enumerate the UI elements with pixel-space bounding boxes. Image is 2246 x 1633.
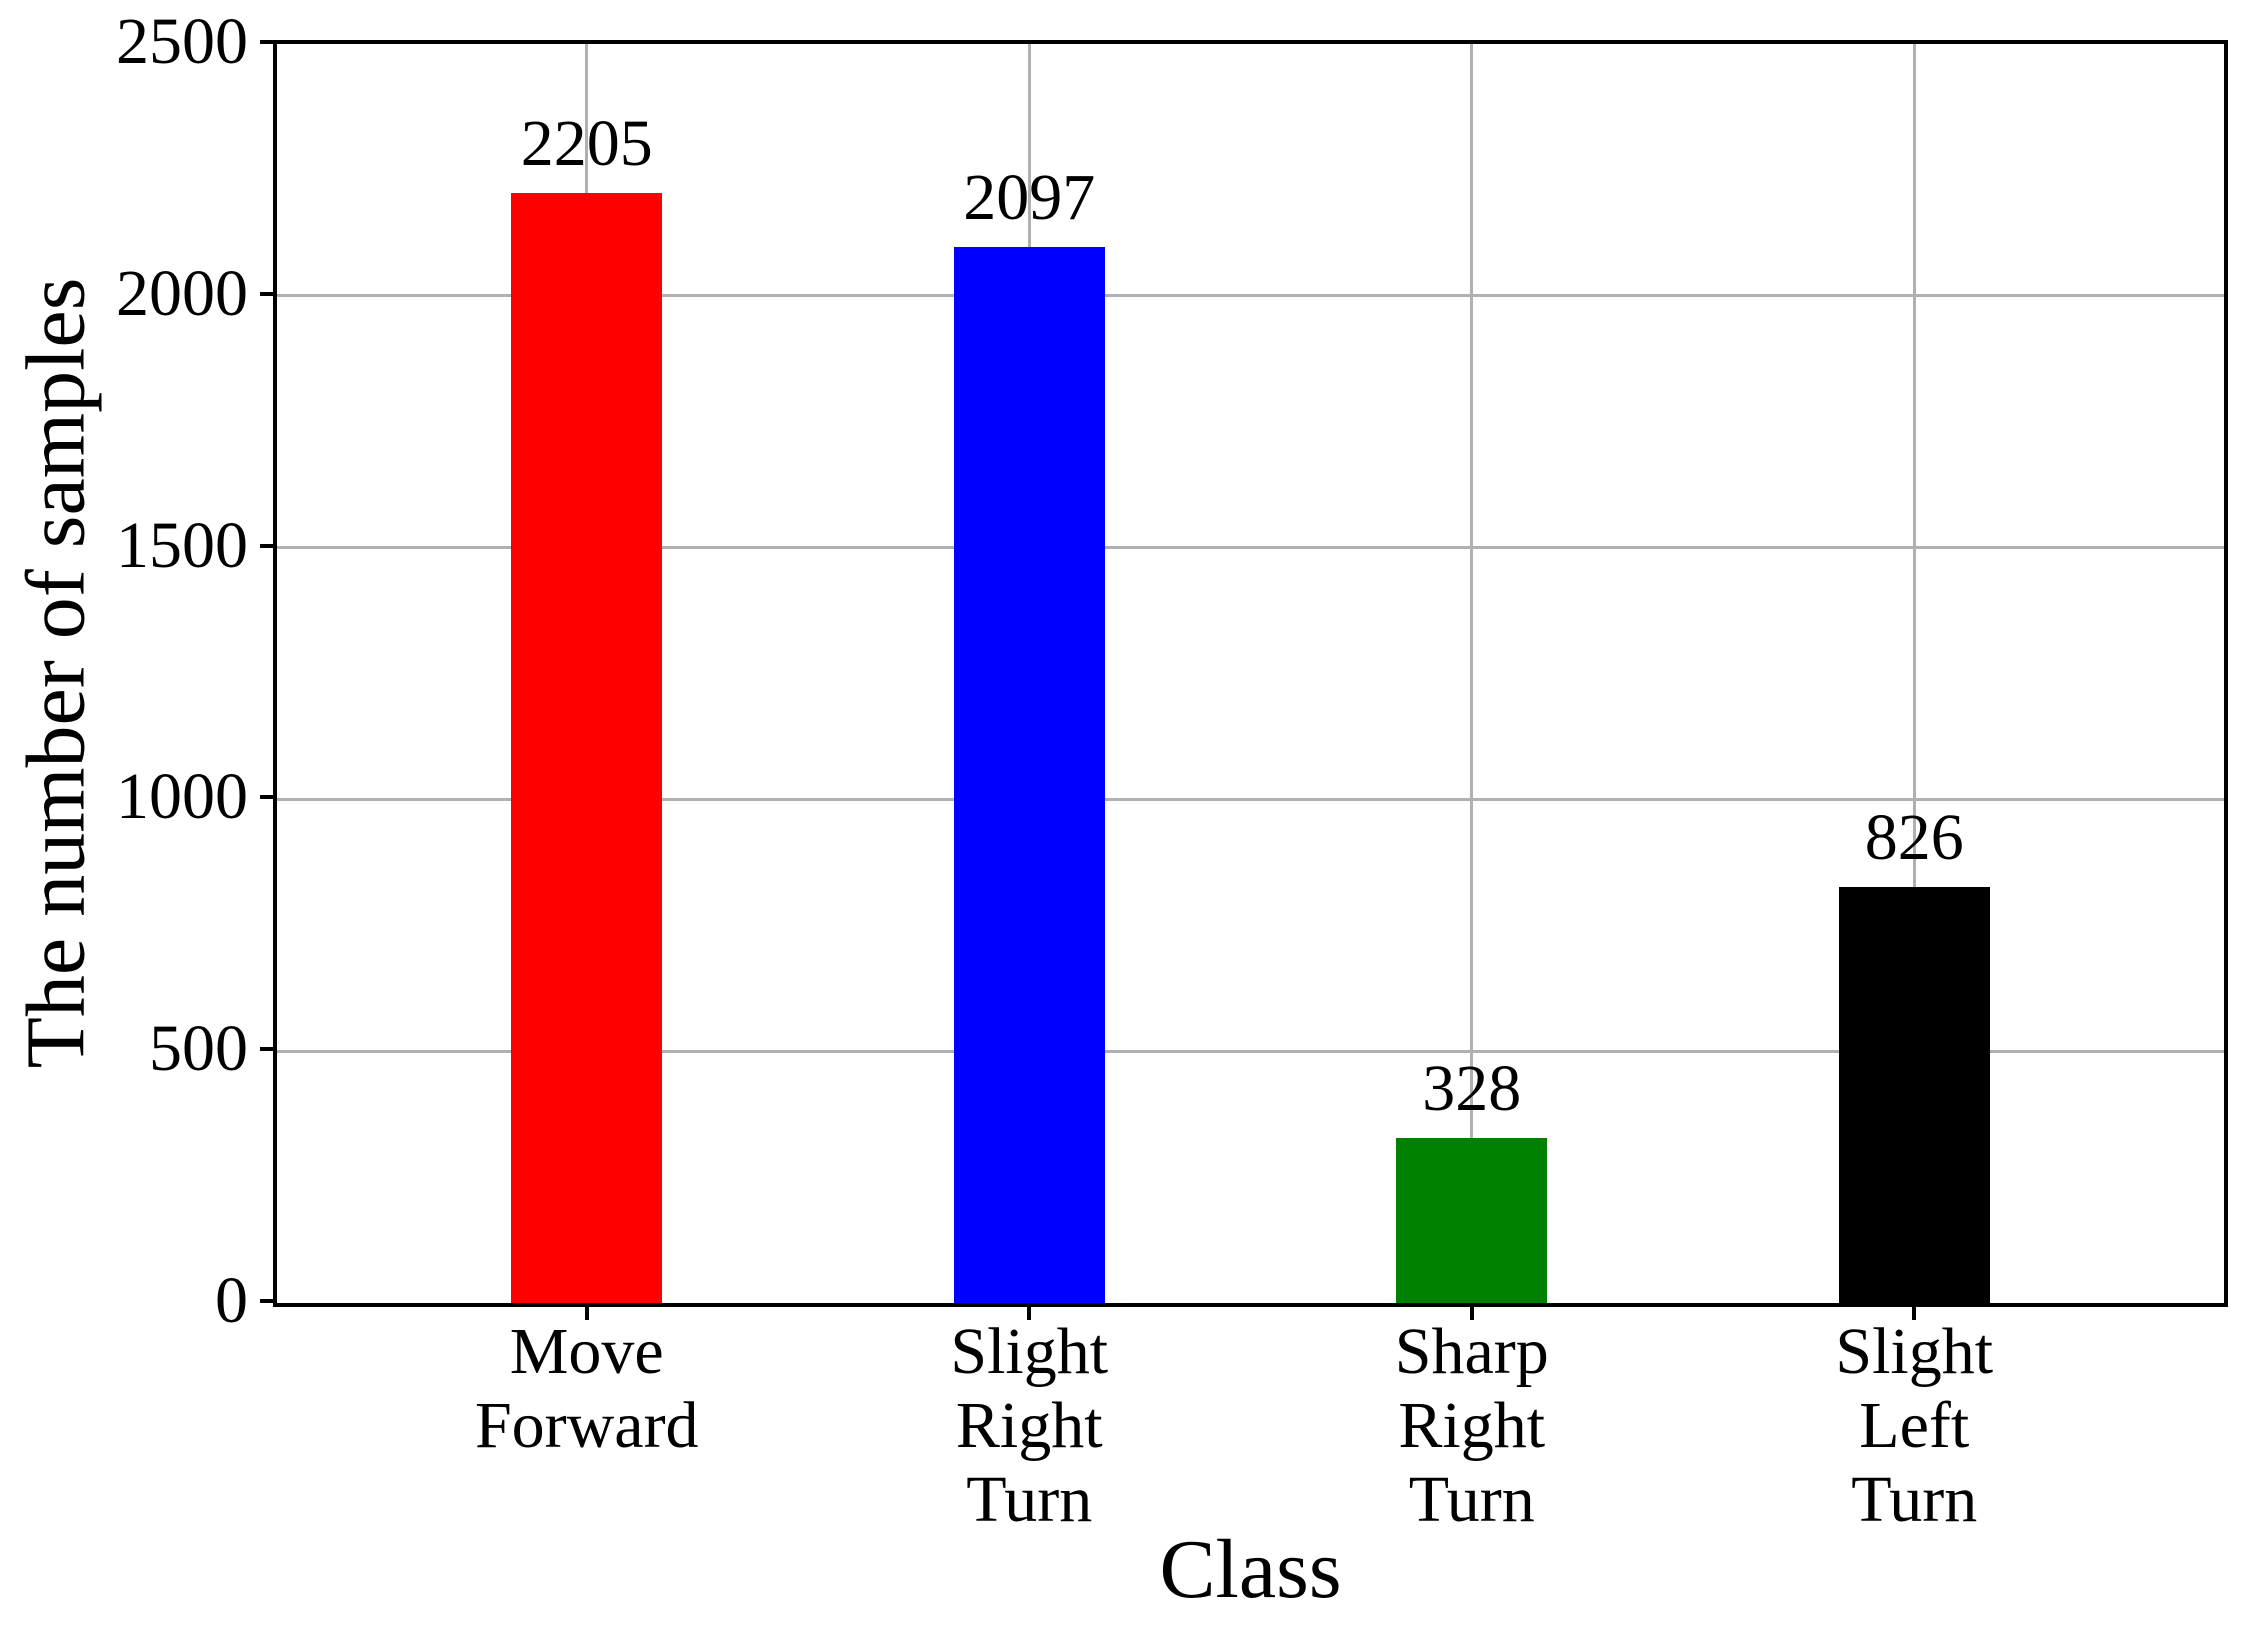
gridline-y-1500 <box>277 546 2224 550</box>
x-tick-label-3: Slight Left Turn <box>1835 1315 1994 1536</box>
y-tick-label-1500: 1500 <box>116 508 248 582</box>
x-axis-title: Class <box>1159 1523 1342 1616</box>
bar-3 <box>1838 887 1990 1303</box>
y-tick-label-2500: 2500 <box>116 5 248 78</box>
y-tick-mark-500 <box>260 1047 273 1052</box>
bar-0 <box>511 192 663 1303</box>
x-tick-mark-3 <box>1912 1307 1917 1320</box>
bar-value-label-2: 328 <box>1422 1051 1522 1125</box>
x-tick-label-0: Move Forward <box>474 1315 699 1462</box>
gridline-y-2000 <box>277 294 2224 298</box>
y-tick-label-0: 0 <box>215 1264 248 1337</box>
y-tick-label-500: 500 <box>149 1012 248 1086</box>
y-tick-mark-1500 <box>260 543 273 548</box>
bars-layer: 2205 2097 328 826 <box>277 44 2224 1303</box>
bar-1 <box>953 246 1105 1303</box>
y-tick-mark-2000 <box>260 291 273 296</box>
bar-value-label-0: 2205 <box>520 106 653 180</box>
y-axis-title-wrap: The number of samples <box>0 0 112 1346</box>
y-tick-mark-2500 <box>260 40 273 44</box>
bar-2 <box>1396 1137 1548 1303</box>
y-tick-mark-1000 <box>260 795 273 800</box>
x-tick-mark-1 <box>1027 1307 1032 1320</box>
y-tick-mark-0 <box>260 1299 273 1303</box>
bar-value-label-3: 826 <box>1864 801 1964 875</box>
x-tick-mark-0 <box>584 1307 589 1320</box>
y-axis-title: The number of samples <box>9 277 102 1069</box>
x-tick-label-1: Slight Right Turn <box>950 1315 1109 1536</box>
gridline-y-500 <box>277 1049 2224 1053</box>
y-tick-label-2000: 2000 <box>116 256 248 330</box>
gridline-y-1000 <box>277 797 2224 801</box>
plot-area: 2205 2097 328 826 <box>273 40 2228 1307</box>
x-tick-label-2: Sharp Right Turn <box>1394 1315 1549 1536</box>
y-tick-label-1000: 1000 <box>116 760 248 834</box>
gridline-x-2 <box>1470 44 1474 1303</box>
gridline-x-3 <box>1912 44 1916 1303</box>
x-tick-mark-2 <box>1469 1307 1474 1320</box>
bar-value-label-1: 2097 <box>963 160 1096 234</box>
